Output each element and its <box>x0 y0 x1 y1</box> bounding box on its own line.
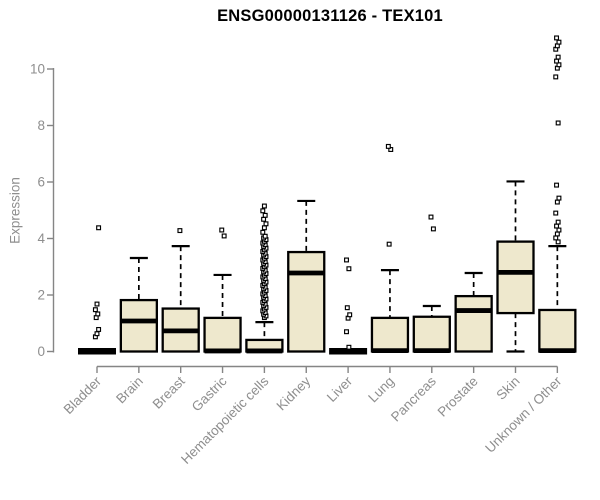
outlier-point <box>556 39 562 45</box>
y-tick-label: 2 <box>37 288 45 303</box>
outlier-point <box>262 233 268 239</box>
outlier-point <box>261 225 267 231</box>
boxplot-unknown-other <box>538 35 577 354</box>
outlier-point <box>221 233 227 239</box>
outlier-point <box>555 120 561 126</box>
y-axis: 0 2 4 6 8 10 <box>30 62 55 359</box>
outlier-point <box>346 344 352 350</box>
outlier-point <box>263 221 269 227</box>
outlier-point <box>261 216 267 222</box>
y-tick-label: 0 <box>37 344 45 359</box>
outlier-point <box>553 210 559 216</box>
outlier-point <box>260 229 266 235</box>
boxplot-skin <box>496 180 535 353</box>
boxplot-brain <box>119 256 158 353</box>
outlier-point <box>96 326 102 332</box>
x-tick-label-gastric: Gastric <box>189 373 230 414</box>
boxplot-lung <box>370 143 410 354</box>
x-tick-label-liver: Liver <box>324 373 356 405</box>
outlier-point <box>261 203 267 209</box>
outlier-point <box>344 329 349 335</box>
box-iqr <box>454 294 493 353</box>
boxplot-pancreas <box>412 214 451 354</box>
y-tick-label: 6 <box>37 175 45 190</box>
outlier-point <box>555 54 561 60</box>
outlier-point <box>346 266 352 272</box>
collapsed-box <box>78 348 116 355</box>
y-tick-label: 10 <box>30 62 45 77</box>
outlier-point <box>177 228 183 234</box>
outlier-point <box>344 257 349 263</box>
x-tick-label-skin: Skin <box>493 374 522 403</box>
outlier-point <box>96 225 102 231</box>
y-tick-label: 8 <box>37 118 45 133</box>
x-tick-label-bladder: Bladder <box>61 373 105 417</box>
outlier-point <box>554 223 560 229</box>
box-iqr <box>538 308 577 353</box>
outlier-point <box>553 235 559 241</box>
box-iqr <box>119 298 158 353</box>
outlier-point <box>554 182 560 188</box>
outlier-point <box>428 214 434 220</box>
outlier-point <box>94 331 100 337</box>
collapsed-box <box>329 348 368 355</box>
boxplot-prostate <box>454 271 493 353</box>
outlier-point <box>553 74 559 80</box>
outlier-point <box>347 312 353 318</box>
outlier-point <box>260 208 266 214</box>
outlier-point <box>385 143 391 149</box>
box-iqr <box>287 250 326 353</box>
y-tick-label: 4 <box>37 231 45 246</box>
box-iqr <box>370 316 410 353</box>
boxplot-bladder <box>78 225 116 355</box>
outlier-point <box>386 241 392 247</box>
outlier-point <box>554 35 560 41</box>
box-iqr <box>203 316 242 353</box>
boxplot-hematopoietic-cells <box>245 203 284 354</box>
outlier-point <box>556 227 562 233</box>
outlier-point <box>555 219 561 225</box>
boxplot-kidney <box>287 199 326 353</box>
box-iqr <box>496 240 535 315</box>
x-tick-label-kidney: Kidney <box>274 373 314 413</box>
outlier-point <box>92 307 98 313</box>
outlier-point <box>262 212 268 218</box>
outlier-point <box>430 226 436 232</box>
x-tick-label-unknown-other: Unknown / Other <box>482 373 565 456</box>
outlier-point <box>94 301 100 307</box>
box-iqr <box>412 315 451 353</box>
x-tick-label-brain: Brain <box>113 374 146 407</box>
outlier-point <box>556 195 562 201</box>
outlier-point <box>555 239 561 245</box>
x-tick-label-pancreas: Pancreas <box>388 373 439 424</box>
x-tick-label-lung: Lung <box>365 374 397 406</box>
outlier-point <box>554 58 560 64</box>
x-tick-label-prostate: Prostate <box>435 374 481 420</box>
x-tick-label-breast: Breast <box>150 373 188 411</box>
outlier-point <box>95 311 101 317</box>
outlier-point <box>344 305 350 311</box>
chart-title: ENSG00000131126 - TEX101 <box>217 7 443 25</box>
boxplot-breast <box>161 228 200 353</box>
boxplot-liver <box>329 257 368 355</box>
boxplot-gastric <box>203 227 242 354</box>
outlier-point <box>554 231 560 237</box>
outlier-point <box>554 199 560 205</box>
outlier-point <box>219 227 225 233</box>
